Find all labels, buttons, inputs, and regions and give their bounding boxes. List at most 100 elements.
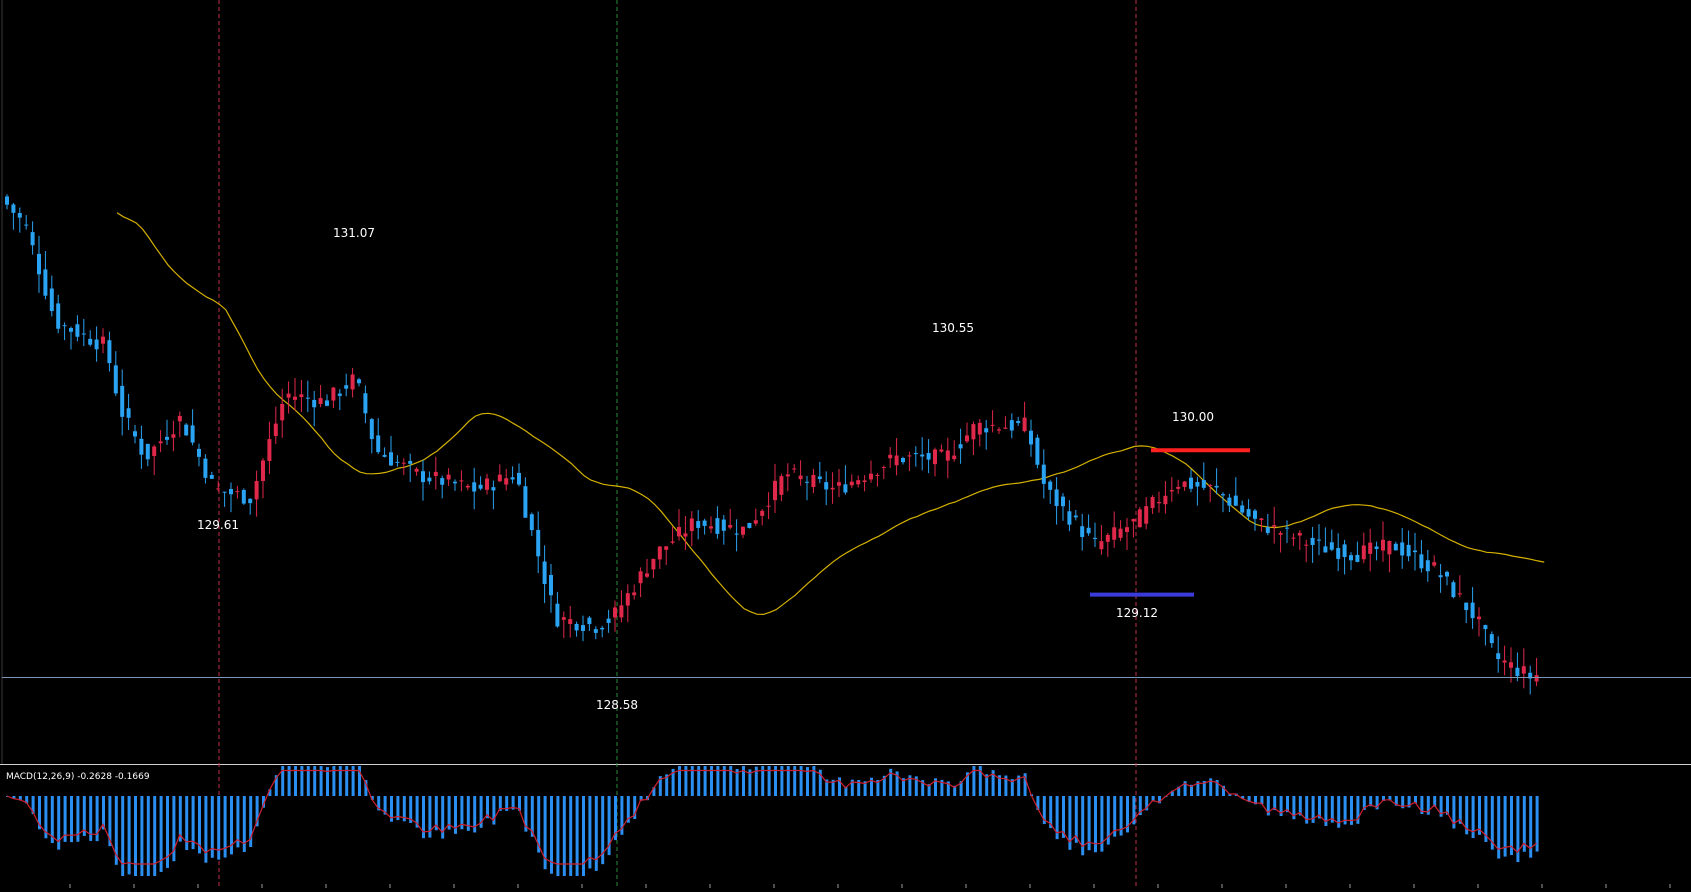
macd-bar xyxy=(422,796,425,839)
candle xyxy=(120,369,125,436)
candle-body xyxy=(1445,571,1449,577)
candle xyxy=(459,470,464,492)
macd-bar xyxy=(1439,796,1443,817)
macd-bar xyxy=(242,796,246,852)
candle-body xyxy=(11,204,16,213)
candle-body xyxy=(1451,582,1456,598)
candle xyxy=(1246,499,1251,521)
candle xyxy=(1329,529,1334,552)
macd-bar xyxy=(761,766,765,796)
candle xyxy=(312,390,317,427)
candle-body xyxy=(453,481,457,484)
macd-bar xyxy=(812,766,816,796)
candle xyxy=(248,498,253,515)
macd-bar xyxy=(319,766,323,796)
candle xyxy=(568,605,573,638)
candle-body xyxy=(542,561,547,584)
macd-bar xyxy=(185,796,189,851)
candle-body xyxy=(1387,540,1392,555)
candle xyxy=(504,468,509,491)
candle-body xyxy=(1227,497,1232,506)
macd-bar xyxy=(882,775,886,796)
macd-bar xyxy=(121,796,125,876)
candle-body xyxy=(939,449,944,452)
candle xyxy=(1073,509,1078,521)
candle xyxy=(1387,540,1392,573)
candle-body xyxy=(1169,490,1174,492)
macd-bar xyxy=(255,796,259,827)
macd-bar xyxy=(543,796,547,870)
candle xyxy=(401,458,406,476)
macd-label: MACD(12,26,9) -0.2628 -0.1669 xyxy=(6,772,150,782)
candle xyxy=(171,420,176,452)
candle-body xyxy=(312,399,317,408)
macd-bar xyxy=(1324,796,1328,826)
macd-bar xyxy=(1183,781,1187,796)
candle xyxy=(1438,564,1443,593)
macd-bar xyxy=(223,796,227,858)
candle-body xyxy=(785,474,790,477)
macd-bar xyxy=(114,796,118,865)
candle-body xyxy=(152,446,157,457)
candle xyxy=(1112,511,1117,548)
candle-body xyxy=(440,478,445,485)
candle xyxy=(856,475,861,488)
candle-body xyxy=(593,629,598,633)
macd-bar xyxy=(204,796,208,863)
candle-body xyxy=(1317,539,1321,541)
candle xyxy=(472,467,477,510)
macd-bar xyxy=(863,781,867,796)
candle-body xyxy=(792,468,797,470)
macd-bar xyxy=(306,766,310,796)
macd-bar xyxy=(742,766,745,796)
moving-average-line xyxy=(116,212,1545,616)
candle xyxy=(1464,602,1469,624)
macd-bar xyxy=(1414,796,1417,804)
candle-body xyxy=(837,482,841,486)
macd-bar xyxy=(658,776,662,796)
candle-body xyxy=(651,558,656,570)
candle-body xyxy=(798,475,803,480)
candle-body xyxy=(1201,480,1206,488)
macd-bar xyxy=(710,766,713,796)
macd-bar xyxy=(294,766,297,796)
candle-body xyxy=(1189,477,1193,489)
candle xyxy=(11,202,16,230)
candle xyxy=(689,511,694,547)
candle xyxy=(766,492,771,520)
candle-body xyxy=(709,526,713,529)
candle xyxy=(1342,539,1347,575)
candle xyxy=(862,475,867,492)
candle-body xyxy=(395,461,400,463)
candle-body xyxy=(446,474,451,480)
candle-body xyxy=(1067,511,1072,525)
candle-body xyxy=(1502,660,1507,663)
candle-body xyxy=(1003,427,1008,429)
macd-bar xyxy=(1350,796,1353,825)
candle xyxy=(1125,518,1129,551)
candle-body xyxy=(728,525,733,528)
candle xyxy=(69,326,73,350)
session-dividers xyxy=(218,0,1137,888)
candle xyxy=(926,439,931,474)
candle-body xyxy=(241,489,246,504)
macd-bar xyxy=(1004,775,1008,796)
macd-bar xyxy=(934,778,937,796)
candle xyxy=(1406,530,1411,562)
candle xyxy=(1521,648,1526,689)
candle xyxy=(421,459,425,501)
macd-bar xyxy=(76,796,80,842)
candle-body xyxy=(24,224,29,226)
candle-body xyxy=(421,471,425,483)
candle xyxy=(638,567,643,598)
candle xyxy=(760,509,765,526)
candle xyxy=(1176,479,1181,494)
macd-bar xyxy=(409,796,413,823)
candle-body xyxy=(523,486,528,518)
candle-body xyxy=(1534,675,1539,682)
macd-bar xyxy=(1343,796,1347,825)
candle-body xyxy=(875,474,880,476)
candle-body xyxy=(472,482,477,492)
macd-bar xyxy=(1497,796,1501,859)
